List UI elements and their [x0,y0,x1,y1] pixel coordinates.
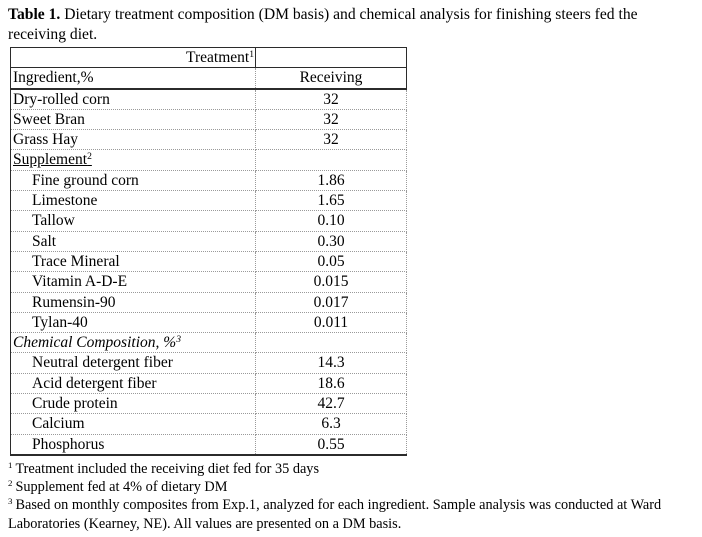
table-row: Fine ground corn 1.86 [10,170,407,192]
row-value: 32 [255,88,407,110]
table-row: Neutral detergent fiber 14.3 [10,352,407,374]
page: Table 1. Dietary treatment composition (… [0,5,702,537]
row-value: 0.05 [255,251,407,273]
row-value [255,149,407,171]
footnote-1-superscript: 1 [8,460,13,471]
treatment-header-empty-cell [255,46,407,69]
footnote-3: 3 Based on monthly composites from Exp.1,… [8,496,698,532]
row-value: 0.017 [255,292,407,313]
footnote-1-text: Treatment included the receiving diet fe… [15,460,320,477]
row-value: 0.015 [255,271,407,293]
table-row: Phosphorus 0.55 [10,434,407,456]
row-label: Chemical Composition, %3 [10,332,256,354]
row-value: 1.65 [255,190,407,212]
row-label: Grass Hay [10,129,256,151]
table-caption-number: Table 1. [8,6,61,23]
row-value: 42.7 [255,393,407,415]
table-row: Grass Hay 32 [10,129,407,151]
table-row: Vitamin A-D-E 0.015 [10,271,407,293]
table-caption: Table 1. Dietary treatment composition (… [8,5,698,45]
row-value: 0.30 [255,231,407,252]
footnote-3-text: Based on monthly composites from Exp.1, … [8,497,662,532]
table-row: Calcium 6.3 [10,413,407,435]
row-label-superscript: 2 [87,151,92,163]
row-label: Salt [10,231,256,252]
footnote-2-superscript: 2 [8,478,13,489]
row-label: Sweet Bran [10,109,256,131]
treatment-header-cell: Treatment1 [10,46,256,69]
row-value: 0.011 [255,312,407,334]
row-label: Fine ground corn [10,170,256,192]
row-label: Calcium [10,413,256,435]
row-value: 14.3 [255,352,407,374]
table-row: Acid detergent fiber 18.6 [10,373,407,395]
table-row: Tallow 0.10 [10,210,407,232]
table-header: Treatment1 Ingredient,% Receiving [10,46,407,90]
row-label: Limestone [10,190,256,212]
ingredient-column-header: Ingredient,% [10,67,256,90]
column-header-row: Ingredient,% Receiving [10,67,407,90]
row-label: Phosphorus [10,434,256,456]
row-label: Tallow [10,210,256,232]
treatment-header-row: Treatment1 [10,46,407,69]
row-value: 0.10 [255,210,407,232]
table-row: Rumensin-90 0.017 [10,292,407,313]
diet-composition-table: Treatment1 Ingredient,% Receiving Dry-ro… [10,46,407,456]
row-label-superscript: 3 [176,333,181,345]
row-label: Tylan-40 [10,312,256,334]
table-caption-text: Dietary treatment composition (DM basis)… [8,6,638,43]
treatment-superscript: 1 [249,48,254,60]
row-value: 0.55 [255,434,407,456]
treatment-header-label: Treatment [186,49,250,66]
table-row: Supplement2 [10,149,407,171]
footnote-1: 1 Treatment included the receiving diet f… [8,460,698,478]
row-label: Vitamin A-D-E [10,271,256,293]
row-value: 32 [255,109,407,131]
footnotes: 1 Treatment included the receiving diet f… [8,460,698,533]
row-label: Supplement2 [10,149,256,171]
row-label: Acid detergent fiber [10,373,256,395]
row-value: 6.3 [255,413,407,435]
row-value: 1.86 [255,170,407,192]
row-label: Dry-rolled corn [10,88,256,110]
row-label: Trace Mineral [10,251,256,273]
table-row: Sweet Bran 32 [10,109,407,131]
table-row: Trace Mineral 0.05 [10,251,407,273]
receiving-column-header: Receiving [255,67,407,90]
table-row: Chemical Composition, %3 [10,332,407,354]
table-row: Crude protein 42.7 [10,393,407,415]
row-label: Neutral detergent fiber [10,352,256,374]
table-row: Dry-rolled corn 32 [10,88,407,110]
row-value: 18.6 [255,373,407,395]
row-label: Crude protein [10,393,256,415]
footnote-2-text: Supplement fed at 4% of dietary DM [15,479,228,496]
table-body: Dry-rolled corn 32 Sweet Bran 32 Grass Hay 32… [10,88,407,456]
row-value [255,332,407,354]
row-value: 32 [255,129,407,151]
table-row: Limestone 1.65 [10,190,407,212]
footnote-3-superscript: 3 [8,496,13,507]
table-row: Salt 0.30 [10,231,407,252]
footnote-2: 2 Supplement fed at 4% of dietary DM [8,478,698,496]
row-label: Rumensin-90 [10,292,256,313]
table-row: Tylan-40 0.011 [10,312,407,334]
